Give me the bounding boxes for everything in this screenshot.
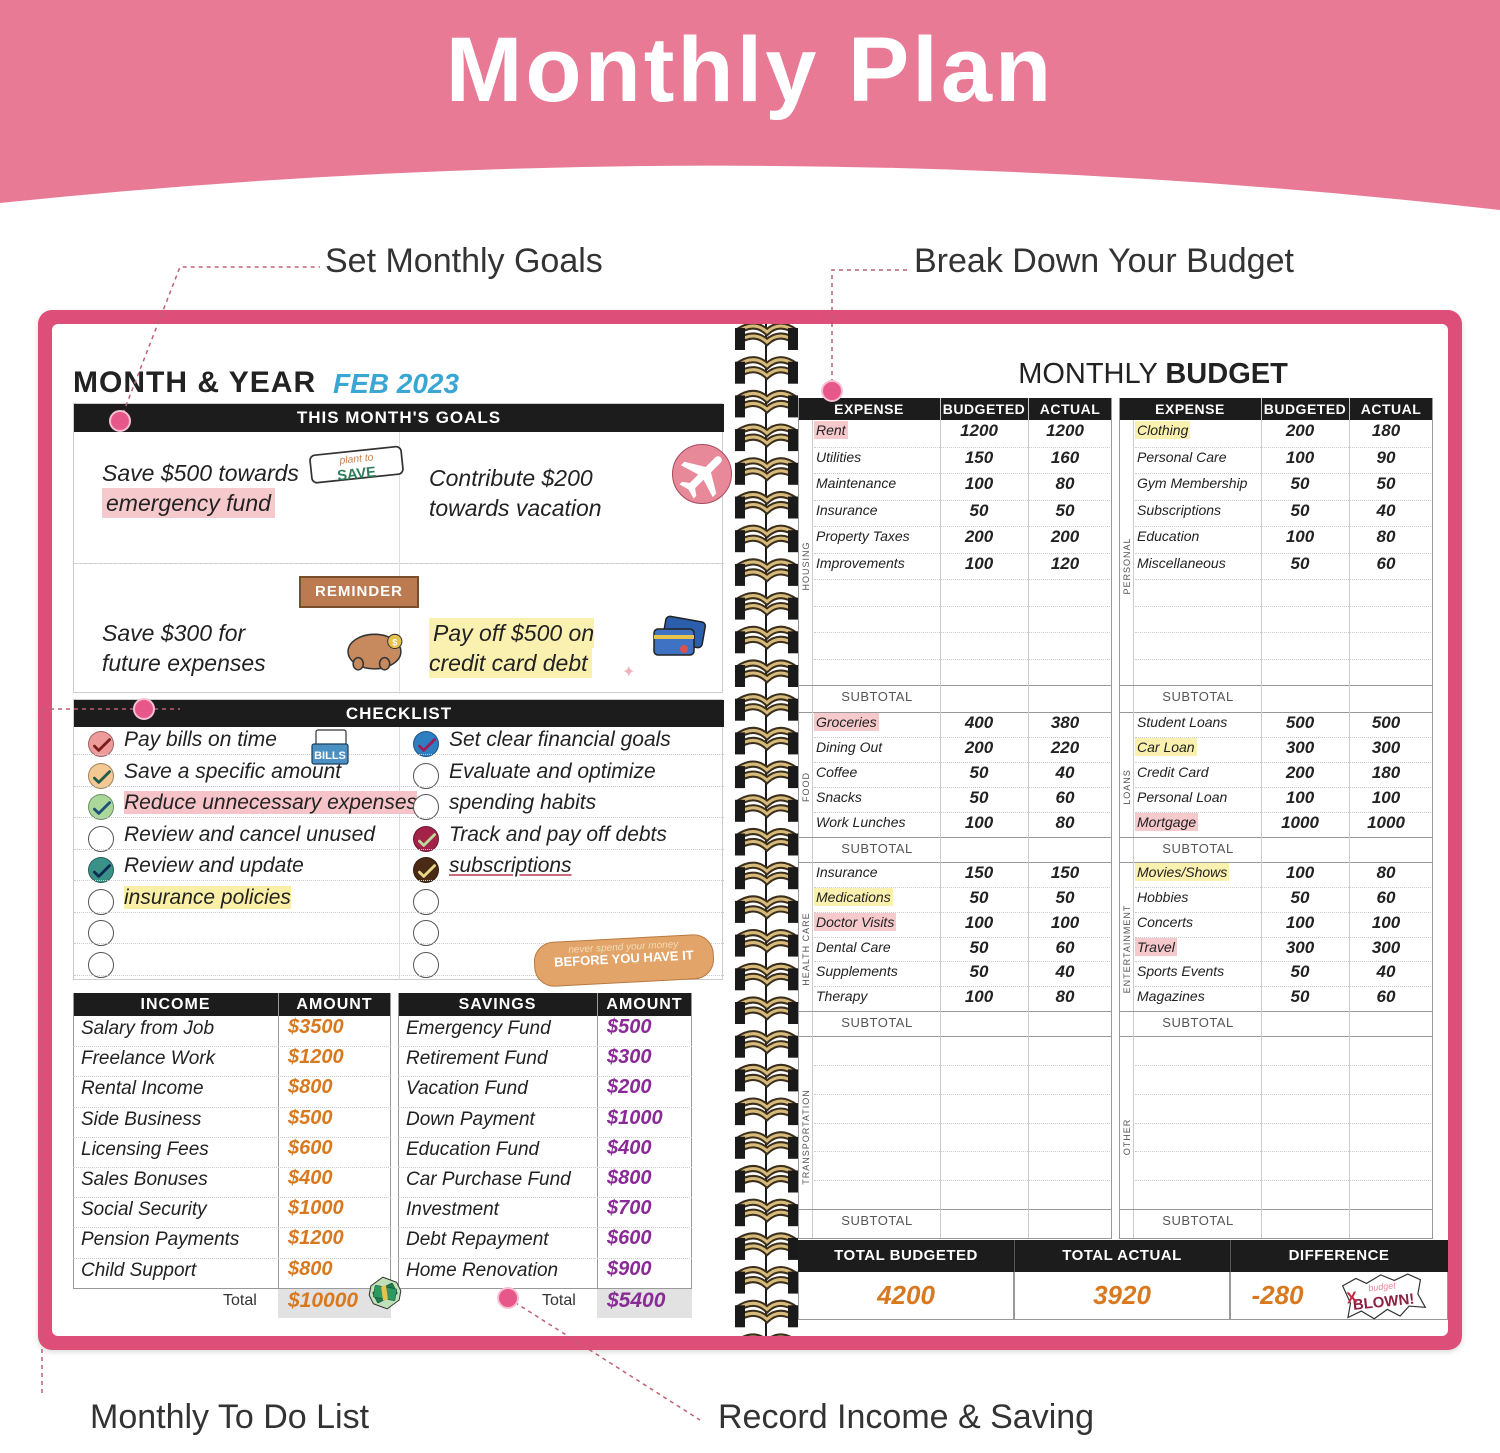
svg-text:$: $ (392, 637, 397, 647)
svg-text:SAVE: SAVE (336, 464, 377, 484)
svg-text:BILLS: BILLS (314, 750, 346, 762)
svg-text:X: X (1346, 1289, 1359, 1307)
